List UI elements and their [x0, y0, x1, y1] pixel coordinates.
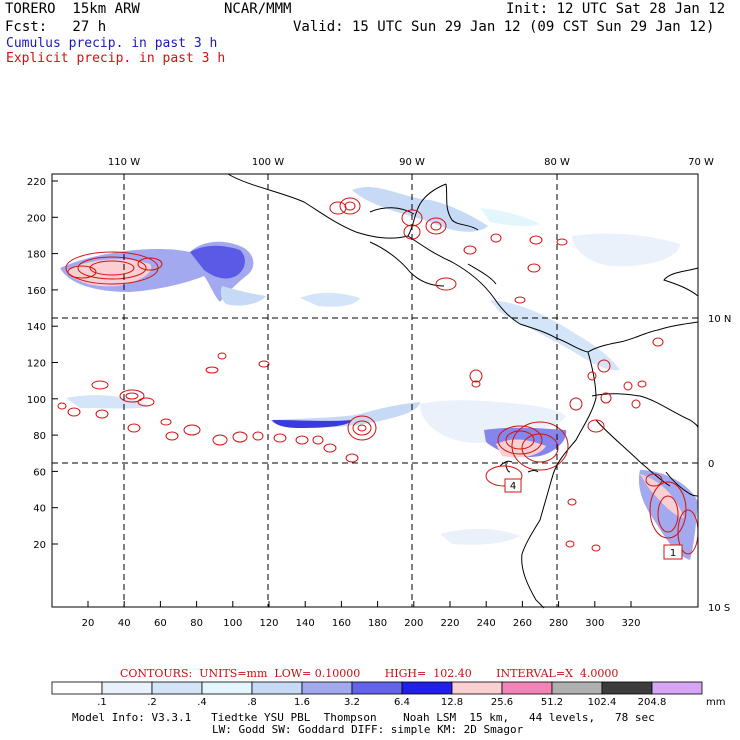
colorbar-label: 51.2 [541, 697, 563, 708]
axis-tickmarks [52, 180, 632, 607]
x-tick-label: 260 [513, 618, 532, 629]
x-tick-label: 180 [368, 618, 387, 629]
latitude-labels: 10 N 0 10 S [708, 314, 731, 614]
colorbar-swatch [201, 681, 253, 695]
colorbar-label: .1 [97, 697, 107, 708]
lat-label: 10 S [708, 603, 730, 614]
lat-label: 0 [708, 459, 714, 470]
lon-label: 90 W [399, 157, 425, 168]
center-label: NCAR/MMM [224, 1, 292, 17]
colorbar-swatch [351, 681, 403, 695]
colorbar-swatch [401, 681, 453, 695]
colorbar-label: .8 [247, 697, 257, 708]
graticule [52, 174, 698, 607]
y-tick-label: 80 [33, 431, 46, 442]
legend-cumulus: Cumulus precip. in past 3 h [6, 36, 218, 51]
lon-label: 70 W [688, 157, 714, 168]
colorbar-swatch [501, 681, 553, 695]
colorbar-label: .4 [197, 697, 207, 708]
y-tick-label: 140 [27, 322, 46, 333]
map-frame [51, 173, 699, 608]
colorbar-swatch [601, 681, 653, 695]
colorbar-swatch [101, 681, 153, 695]
x-tick-label: 120 [259, 618, 278, 629]
colorbar-swatch [651, 681, 703, 695]
colorbar-label: 1.6 [294, 697, 310, 708]
y-tick-label: 180 [27, 250, 46, 261]
colorbar-swatch [551, 681, 603, 695]
max-markers: 4 1 [504, 478, 683, 560]
colorbar-label: 25.6 [491, 697, 513, 708]
y-tick-label: 40 [33, 504, 46, 515]
grid-y-labels: 220 200 180 160 140 120 100 80 60 40 20 [27, 177, 46, 551]
colorbar-label: .2 [147, 697, 157, 708]
x-tick-label: 280 [549, 618, 568, 629]
y-tick-label: 160 [27, 286, 46, 297]
colorbar-swatch [51, 681, 103, 695]
x-tick-label: 140 [296, 618, 315, 629]
contour-info: CONTOURS: UNITS=mm LOW= 0.10000 HIGH= 10… [120, 667, 619, 680]
x-tick-label: 160 [332, 618, 351, 629]
y-tick-label: 120 [27, 359, 46, 370]
y-tick-label: 20 [33, 540, 46, 551]
x-tick-label: 100 [223, 618, 242, 629]
colorbar-label: 6.4 [394, 697, 410, 708]
colorbar-label: 12.8 [441, 697, 463, 708]
y-tick-label: 60 [33, 467, 46, 478]
x-tick-label: 200 [404, 618, 423, 629]
max-label: 1 [670, 548, 676, 559]
longitude-labels: 110 W 100 W 90 W 80 W 70 W [108, 157, 714, 168]
legend-explicit: Explicit precip. in past 3 h [6, 51, 226, 66]
x-tick-label: 320 [621, 618, 640, 629]
x-tick-label: 300 [585, 618, 604, 629]
lon-label: 100 W [252, 157, 284, 168]
colorbar-label: 3.2 [344, 697, 360, 708]
lat-label: 10 N [708, 314, 731, 325]
x-tick-label: 60 [154, 618, 167, 629]
coastlines [227, 173, 699, 609]
colorbar-swatch [301, 681, 353, 695]
valid-time: Valid: 15 UTC Sun 29 Jan 12 (09 CST Sun … [293, 19, 715, 35]
y-tick-label: 220 [27, 177, 46, 188]
forecast-hour: Fcst: 27 h [5, 19, 107, 35]
colorbar-labels: .1 .2 .4 .8 1.6 3.2 6.4 12.8 25.6 51.2 102.4 204.8 [97, 697, 666, 708]
model-title: TORERO 15km ARW [5, 1, 140, 17]
grid-x-labels: 20 40 60 80 100 120 140 160 180 200 220 240 260 280 30… [82, 618, 641, 629]
cumulus-shading [60, 186, 698, 560]
colorbar [51, 681, 703, 695]
colorbar-swatch [451, 681, 503, 695]
init-time: Init: 12 UTC Sat 28 Jan 12 [506, 1, 726, 17]
colorbar-unit: mm [706, 697, 725, 708]
x-tick-label: 220 [440, 618, 459, 629]
x-tick-label: 20 [82, 618, 95, 629]
lon-label: 110 W [108, 157, 140, 168]
colorbar-label: 204.8 [638, 697, 667, 708]
physics-info: LW: Godd SW: Goddard DIFF: simple KM: 2D… [212, 723, 524, 736]
x-tick-label: 80 [190, 618, 203, 629]
colorbar-swatch [251, 681, 303, 695]
x-tick-label: 240 [477, 618, 496, 629]
colorbar-label: 102.4 [588, 697, 617, 708]
y-tick-label: 200 [27, 213, 46, 224]
max-label: 4 [510, 481, 516, 492]
x-tick-label: 40 [118, 618, 131, 629]
model-info: Model Info: V3.3.1 Tiedtke YSU PBL Thomp… [72, 711, 655, 724]
explicit-shading [66, 259, 684, 518]
y-tick-label: 100 [27, 395, 46, 406]
colorbar-swatch [151, 681, 203, 695]
lon-label: 80 W [544, 157, 570, 168]
